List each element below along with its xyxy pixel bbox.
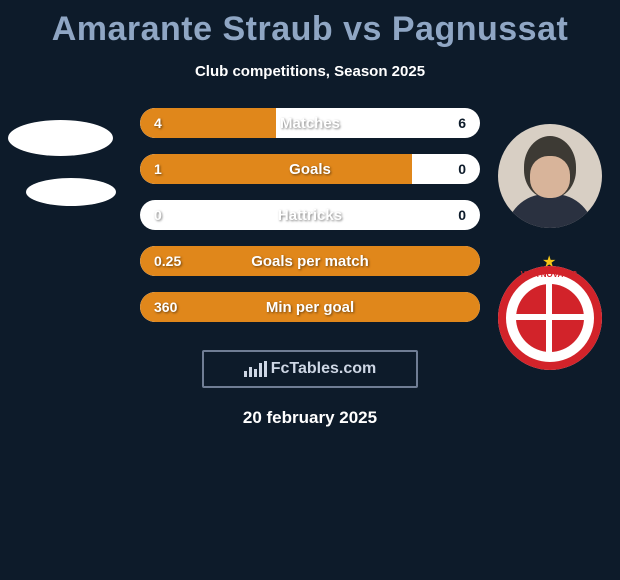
stat-value-right: 6 — [458, 108, 466, 138]
stat-row: 4Matches6 — [140, 108, 480, 138]
page-title: Amarante Straub vs Pagnussat — [0, 0, 620, 49]
page-subtitle: Club competitions, Season 2025 — [0, 63, 620, 80]
bar-chart-icon — [244, 361, 267, 377]
stat-row: 0.25Goals per match — [140, 246, 480, 276]
stat-label: Goals — [140, 154, 480, 184]
stat-value-right: 0 — [458, 154, 466, 184]
watermark-badge: FcTables.com — [202, 350, 418, 388]
stat-label: Min per goal — [140, 292, 480, 322]
stat-label: Hattricks — [140, 200, 480, 230]
stat-row: 0Hattricks0 — [140, 200, 480, 230]
stat-label: Matches — [140, 108, 480, 138]
stat-value-right: 0 — [458, 200, 466, 230]
stat-label: Goals per match — [140, 246, 480, 276]
stat-row: 1Goals0 — [140, 154, 480, 184]
watermark-text: FcTables.com — [271, 360, 377, 378]
footer-date: 20 february 2025 — [0, 408, 620, 428]
stat-row: 360Min per goal — [140, 292, 480, 322]
